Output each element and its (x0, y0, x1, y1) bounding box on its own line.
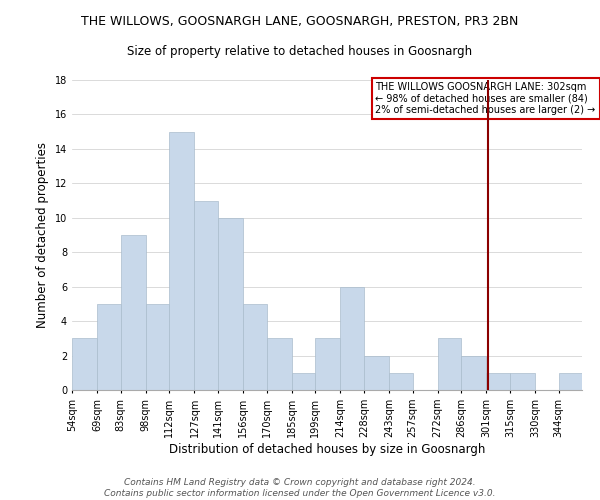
Bar (315, 338, 340, 390)
Bar (97, 304, 121, 390)
Bar (266, 338, 292, 390)
Bar (461, 356, 487, 390)
Bar (194, 200, 218, 390)
Bar (169, 132, 194, 390)
Bar (72, 338, 97, 390)
Bar (559, 373, 582, 390)
Bar (510, 373, 535, 390)
Bar (340, 286, 364, 390)
Bar (487, 373, 510, 390)
Y-axis label: Number of detached properties: Number of detached properties (36, 142, 49, 328)
Bar (218, 218, 243, 390)
X-axis label: Distribution of detached houses by size in Goosnargh: Distribution of detached houses by size … (169, 442, 485, 456)
Bar (121, 235, 146, 390)
Text: THE WILLOWS GOOSNARGH LANE: 302sqm
← 98% of detached houses are smaller (84)
2% : THE WILLOWS GOOSNARGH LANE: 302sqm ← 98%… (376, 82, 596, 115)
Text: Size of property relative to detached houses in Goosnargh: Size of property relative to detached ho… (127, 45, 473, 58)
Bar (438, 338, 461, 390)
Bar (292, 373, 315, 390)
Bar (389, 373, 413, 390)
Text: THE WILLOWS, GOOSNARGH LANE, GOOSNARGH, PRESTON, PR3 2BN: THE WILLOWS, GOOSNARGH LANE, GOOSNARGH, … (82, 15, 518, 28)
Text: Contains HM Land Registry data © Crown copyright and database right 2024.
Contai: Contains HM Land Registry data © Crown c… (104, 478, 496, 498)
Bar (146, 304, 169, 390)
Bar (243, 304, 266, 390)
Bar (364, 356, 389, 390)
